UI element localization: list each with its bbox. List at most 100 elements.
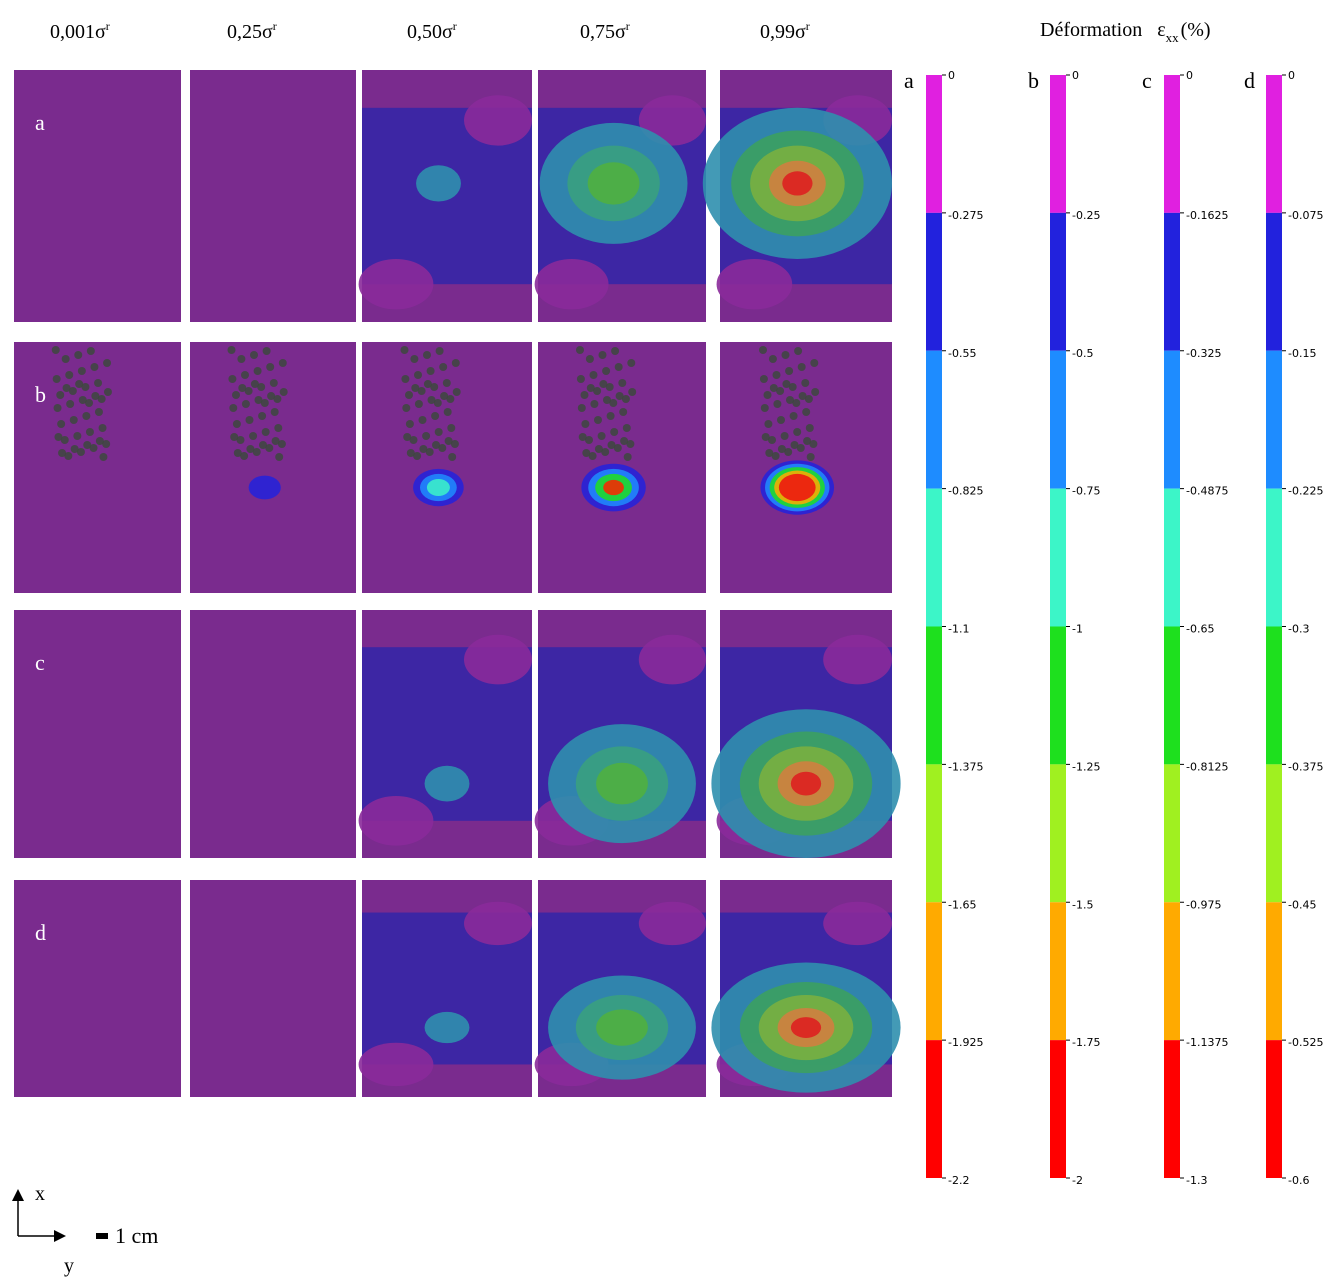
speckle <box>74 351 83 359</box>
speckle <box>614 363 623 371</box>
header-sup: r <box>273 19 277 33</box>
speckle <box>237 355 246 363</box>
header-text: 0,99σ <box>760 21 806 43</box>
speckle <box>759 375 768 383</box>
y-label: y <box>64 1255 74 1277</box>
speckle <box>603 396 611 404</box>
speckle <box>425 448 434 456</box>
speckle <box>427 396 436 404</box>
tick-label: -1.25 <box>1072 760 1100 773</box>
speckle <box>594 416 602 424</box>
strain-map <box>711 610 901 858</box>
speckle <box>402 404 411 412</box>
strain-zone <box>716 259 793 310</box>
speckle <box>418 416 427 424</box>
title-word: Déformation <box>1040 19 1142 41</box>
speckle <box>254 396 263 404</box>
strain-map <box>534 610 707 858</box>
color-segment <box>1266 212 1282 351</box>
strain-zone <box>638 901 707 946</box>
speckle <box>244 387 253 395</box>
speckle <box>423 351 431 359</box>
speckle <box>622 424 631 432</box>
row-label: a <box>35 110 45 135</box>
speckle <box>433 399 442 407</box>
header-sup: r <box>453 19 457 33</box>
strain-map <box>190 342 356 593</box>
speckle <box>615 392 624 400</box>
speckle <box>810 359 819 367</box>
tick-label: -0.55 <box>948 347 976 360</box>
speckle <box>274 424 283 432</box>
speckle <box>409 436 418 444</box>
speckle <box>240 452 249 460</box>
speckle <box>597 432 606 440</box>
tick-label: -1.5 <box>1072 898 1093 911</box>
speckle <box>56 391 65 399</box>
color-segment <box>926 350 942 489</box>
tick-label: -0.4875 <box>1186 485 1228 498</box>
row-label: c <box>35 650 45 675</box>
speckle <box>417 387 426 395</box>
tick-label: -1.3 <box>1186 1174 1207 1187</box>
color-segment <box>1164 488 1180 627</box>
speckle <box>279 388 288 396</box>
column-header: 0,75σr <box>580 19 630 43</box>
speckle <box>626 440 635 448</box>
strain-map <box>534 70 707 322</box>
speckle <box>257 383 266 391</box>
speckle <box>586 384 595 392</box>
strain-map <box>538 342 706 593</box>
speckle <box>765 449 774 457</box>
tick-label: -0.225 <box>1288 485 1323 498</box>
color-segment <box>926 626 942 765</box>
speckle <box>581 420 590 428</box>
speckle <box>62 384 71 392</box>
strain-zone <box>464 634 532 685</box>
speckle <box>253 367 262 375</box>
color-segment <box>1164 350 1180 489</box>
speckle <box>764 420 773 428</box>
strain-map <box>711 880 901 1097</box>
speckle <box>259 441 267 449</box>
strain-map <box>190 70 356 322</box>
strain-zone <box>464 95 532 146</box>
speckle <box>452 388 461 396</box>
color-segment <box>1266 1040 1282 1178</box>
speckle <box>443 408 452 416</box>
speckle <box>78 396 87 404</box>
tick-label: -0.5 <box>1072 347 1093 360</box>
strain-zone <box>358 1042 434 1087</box>
speckle <box>588 452 597 460</box>
speckle <box>792 399 801 407</box>
speckle <box>77 367 86 375</box>
speckle <box>585 355 594 363</box>
speckle <box>768 355 777 363</box>
speckle <box>607 441 616 449</box>
speckle <box>102 440 111 448</box>
speckle <box>103 359 112 367</box>
speckle <box>609 399 618 407</box>
strain-zone <box>596 762 648 805</box>
speckle <box>97 395 106 403</box>
strain-zone <box>424 765 470 802</box>
speckle <box>57 420 66 428</box>
speckle <box>85 399 94 407</box>
speckle <box>403 433 412 441</box>
speckle <box>577 404 586 412</box>
speckle <box>76 448 85 456</box>
speckle <box>249 432 258 440</box>
speckle <box>58 449 67 457</box>
strain-zone <box>823 901 892 946</box>
speckle <box>781 351 790 359</box>
speckle <box>576 375 585 383</box>
tick-label: -0.3 <box>1288 623 1309 636</box>
color-segment <box>1266 626 1282 765</box>
speckle <box>582 449 591 457</box>
color-segment <box>1164 764 1180 903</box>
speckle <box>258 412 267 420</box>
speckle <box>75 380 84 388</box>
speckle <box>611 347 620 355</box>
tick-label: -1.925 <box>948 1036 983 1049</box>
tick-label: -1.65 <box>948 898 976 911</box>
